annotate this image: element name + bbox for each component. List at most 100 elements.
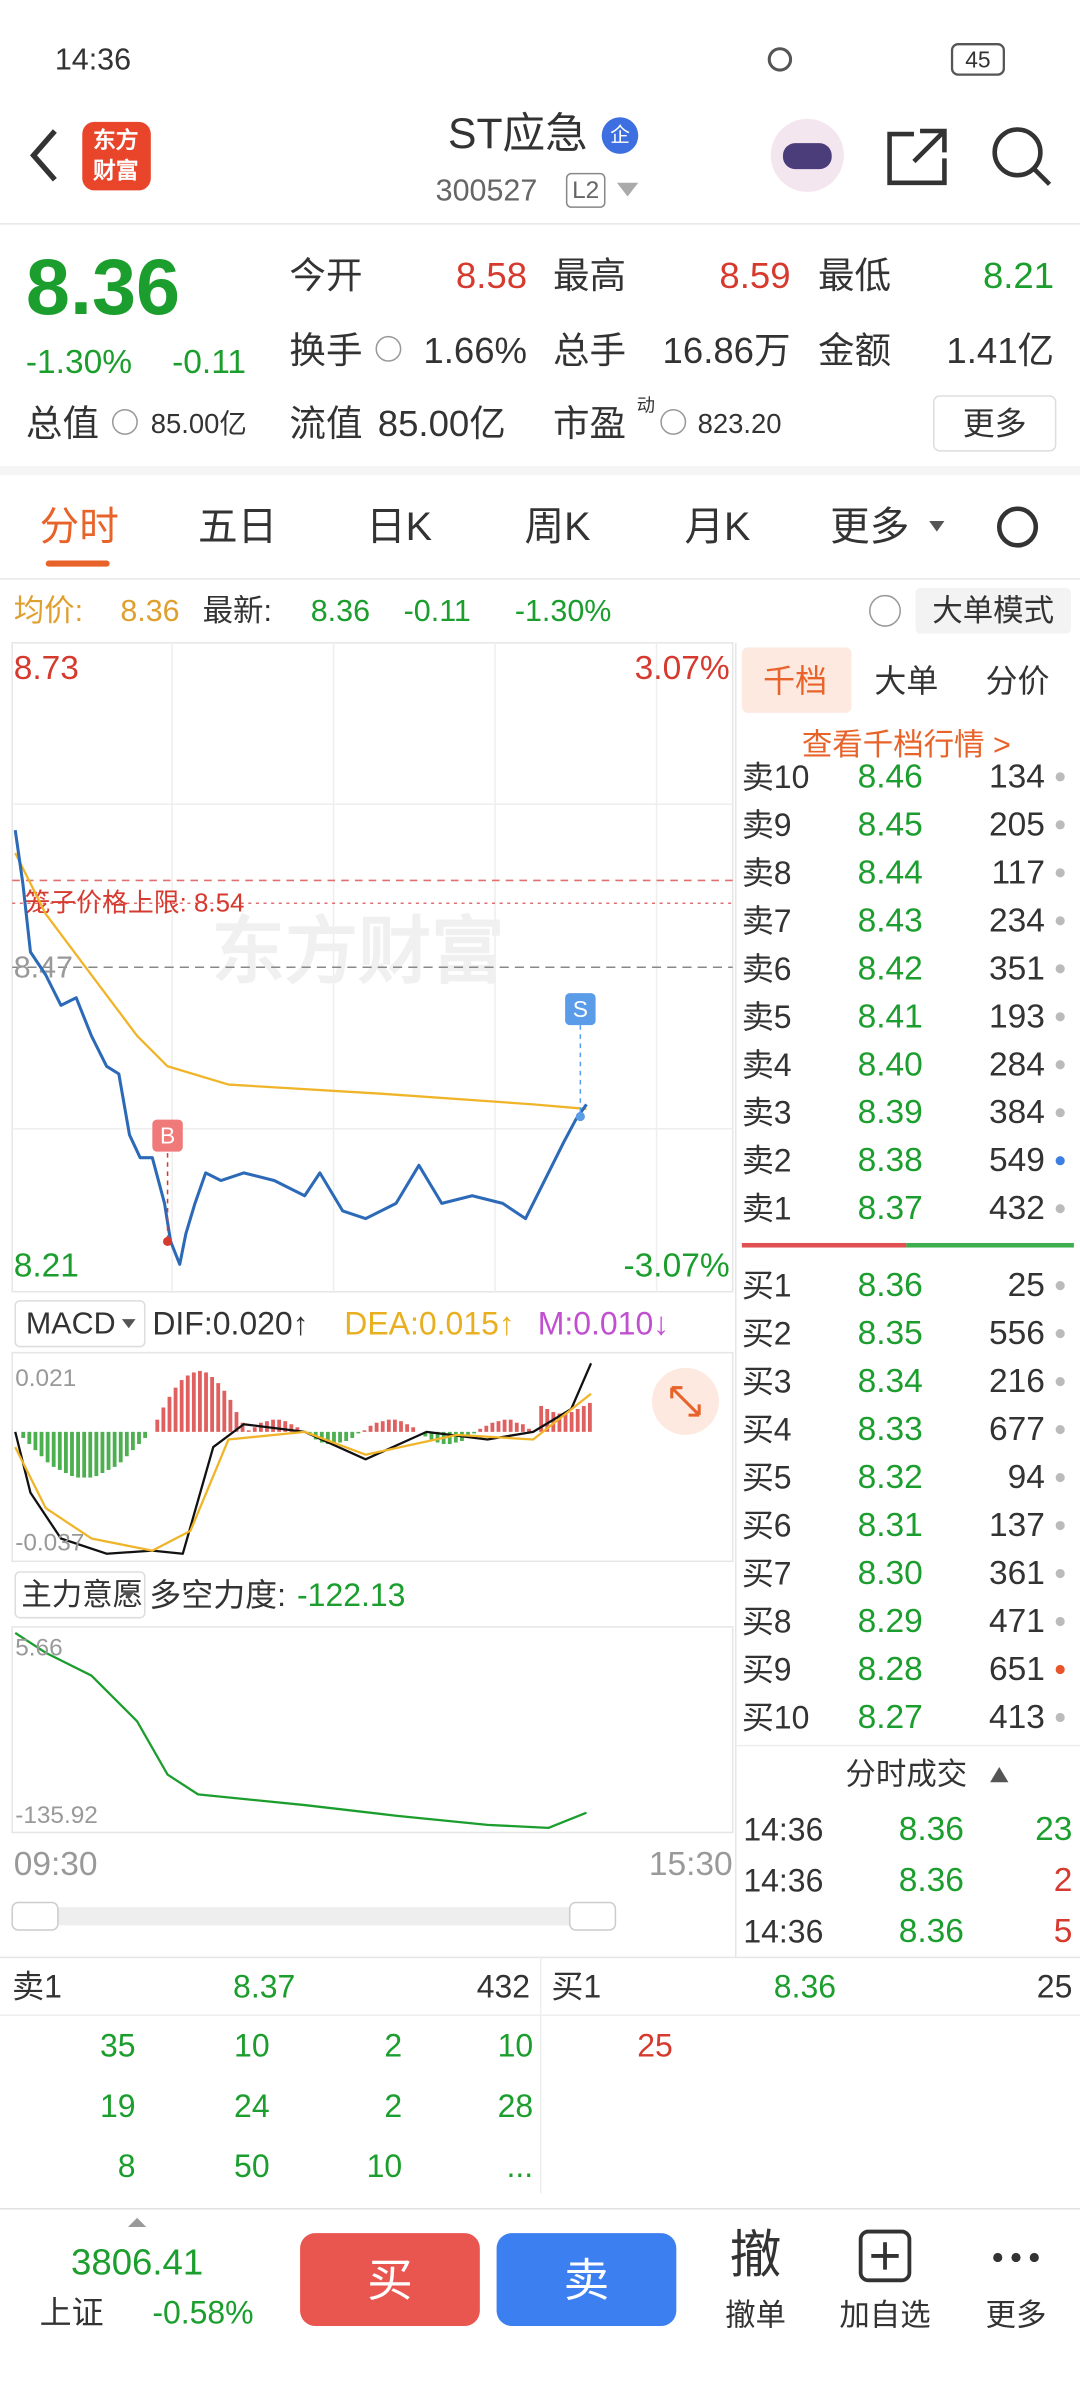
mode-label: 大单模式: [932, 594, 1054, 628]
trade-volume: 5: [1054, 1913, 1073, 1950]
buy-button[interactable]: [300, 2233, 480, 2327]
macd-bar: [472, 1431, 477, 1434]
book-link[interactable]: 查看千档行情 >: [802, 728, 1011, 762]
more-dot[interactable]: [993, 2252, 1003, 2263]
queue-order: 10: [498, 2028, 534, 2064]
field-value: 85.00亿: [378, 403, 506, 444]
sell-marker: [565, 993, 596, 1026]
macd-bar: [429, 1431, 434, 1440]
macd-bar: [277, 1419, 282, 1432]
book-tab[interactable]: 千档: [763, 663, 827, 699]
book-level: 买2: [742, 1316, 792, 1352]
collapse-icon: [990, 1766, 1009, 1783]
field-value: 8.21: [983, 255, 1054, 296]
macd-bar: [88, 1431, 93, 1478]
indicator-selector[interactable]: [14, 1300, 146, 1348]
share-button[interactable]: [887, 128, 947, 186]
macd-bar: [563, 1413, 568, 1432]
field-label: 换手: [289, 330, 362, 371]
book-dot: [1055, 1156, 1065, 1166]
trade-price: 8.36: [899, 1862, 964, 1899]
tab[interactable]: 日K: [366, 505, 432, 549]
book-dot: [1055, 772, 1065, 782]
scroll-handle[interactable]: [11, 1901, 59, 1931]
tab[interactable]: 周K: [525, 505, 591, 549]
book-split-red: [741, 1242, 907, 1248]
book-level: 买5: [742, 1460, 792, 1496]
macd-bar: [490, 1422, 495, 1432]
tab[interactable]: 月K: [684, 505, 750, 549]
macd-bar: [587, 1402, 592, 1432]
superscript: 动: [637, 395, 655, 416]
search-button[interactable]: [992, 127, 1043, 178]
macd-bar: [27, 1431, 32, 1445]
macd-bar: [496, 1421, 501, 1432]
macd-min: -0.037: [15, 1530, 84, 1557]
macd-bar: [33, 1431, 38, 1451]
queue-order: 2: [384, 2088, 402, 2124]
y-min-pct: -3.07%: [623, 1247, 729, 1284]
last-price: 8.36: [26, 242, 180, 331]
field-label: 最高: [553, 255, 626, 296]
macd-bar: [137, 1431, 141, 1445]
book-dot: [1055, 1712, 1065, 1723]
book-volume: 94: [1008, 1459, 1045, 1496]
macd-max: 0.021: [15, 1365, 76, 1392]
queue-volume: 25: [1037, 1968, 1073, 2004]
settings-button[interactable]: [996, 506, 1039, 548]
mode-button[interactable]: [915, 587, 1071, 634]
book-dot: [1055, 1060, 1065, 1070]
scroll-handle[interactable]: [568, 1901, 617, 1931]
book-tab-active: [741, 647, 852, 713]
cancel-icon[interactable]: 撤: [730, 2225, 782, 2283]
more-button[interactable]: [932, 395, 1057, 452]
buy-marker-text: B: [160, 1123, 175, 1149]
book-volume: 234: [989, 902, 1045, 939]
field-label: 总值: [26, 403, 99, 444]
book-price: 8.42: [858, 950, 923, 987]
macd-bar: [185, 1375, 190, 1432]
book-volume: 284: [989, 1046, 1045, 1083]
level-box: [565, 172, 606, 208]
book-volume: 117: [992, 854, 1045, 891]
tab[interactable]: 五日: [198, 505, 277, 549]
badge: [601, 117, 639, 154]
book-price: 8.35: [858, 1315, 923, 1352]
separator: [0, 466, 1080, 476]
macd-bar: [502, 1419, 507, 1432]
macd-bar: [51, 1431, 56, 1467]
macd-bar: [63, 1431, 68, 1473]
caret: [127, 2217, 147, 2227]
avg-value: 8.36: [120, 594, 179, 628]
macd-bar: [240, 1422, 245, 1432]
field-value: 1.41亿: [946, 330, 1054, 371]
macd-bar: [569, 1412, 574, 1432]
queue-order: 2: [384, 2028, 402, 2064]
macd-bar: [478, 1428, 483, 1432]
queue-label: 买1: [551, 1968, 601, 2004]
field-label: 今开: [289, 255, 362, 296]
macd-bar: [57, 1431, 62, 1470]
macd-bar: [435, 1431, 440, 1443]
book-tab[interactable]: 分价: [986, 663, 1050, 699]
queue-order: 8: [118, 2148, 136, 2184]
macd-bar: [246, 1430, 251, 1432]
book-price: 8.32: [858, 1459, 923, 1496]
more-dot[interactable]: [1011, 2252, 1021, 2263]
macd-bar: [45, 1431, 50, 1463]
sell-button[interactable]: [496, 2233, 677, 2327]
back-button[interactable]: [29, 129, 57, 182]
macd-bar: [350, 1431, 355, 1438]
book-dot: [1055, 1616, 1065, 1627]
indicator-selector[interactable]: [14, 1571, 146, 1619]
more-dot[interactable]: [1029, 2252, 1039, 2263]
macd-bar: [161, 1407, 166, 1432]
force-value: -122.13: [297, 1577, 405, 1613]
add-icon[interactable]: [858, 2229, 912, 2283]
y-mid-label: 8.47: [14, 950, 73, 984]
book-tab[interactable]: 大单: [874, 663, 938, 699]
tab[interactable]: 更多: [830, 505, 909, 549]
tab[interactable]: 分时: [40, 505, 119, 549]
index-name: 上证: [40, 2294, 104, 2330]
